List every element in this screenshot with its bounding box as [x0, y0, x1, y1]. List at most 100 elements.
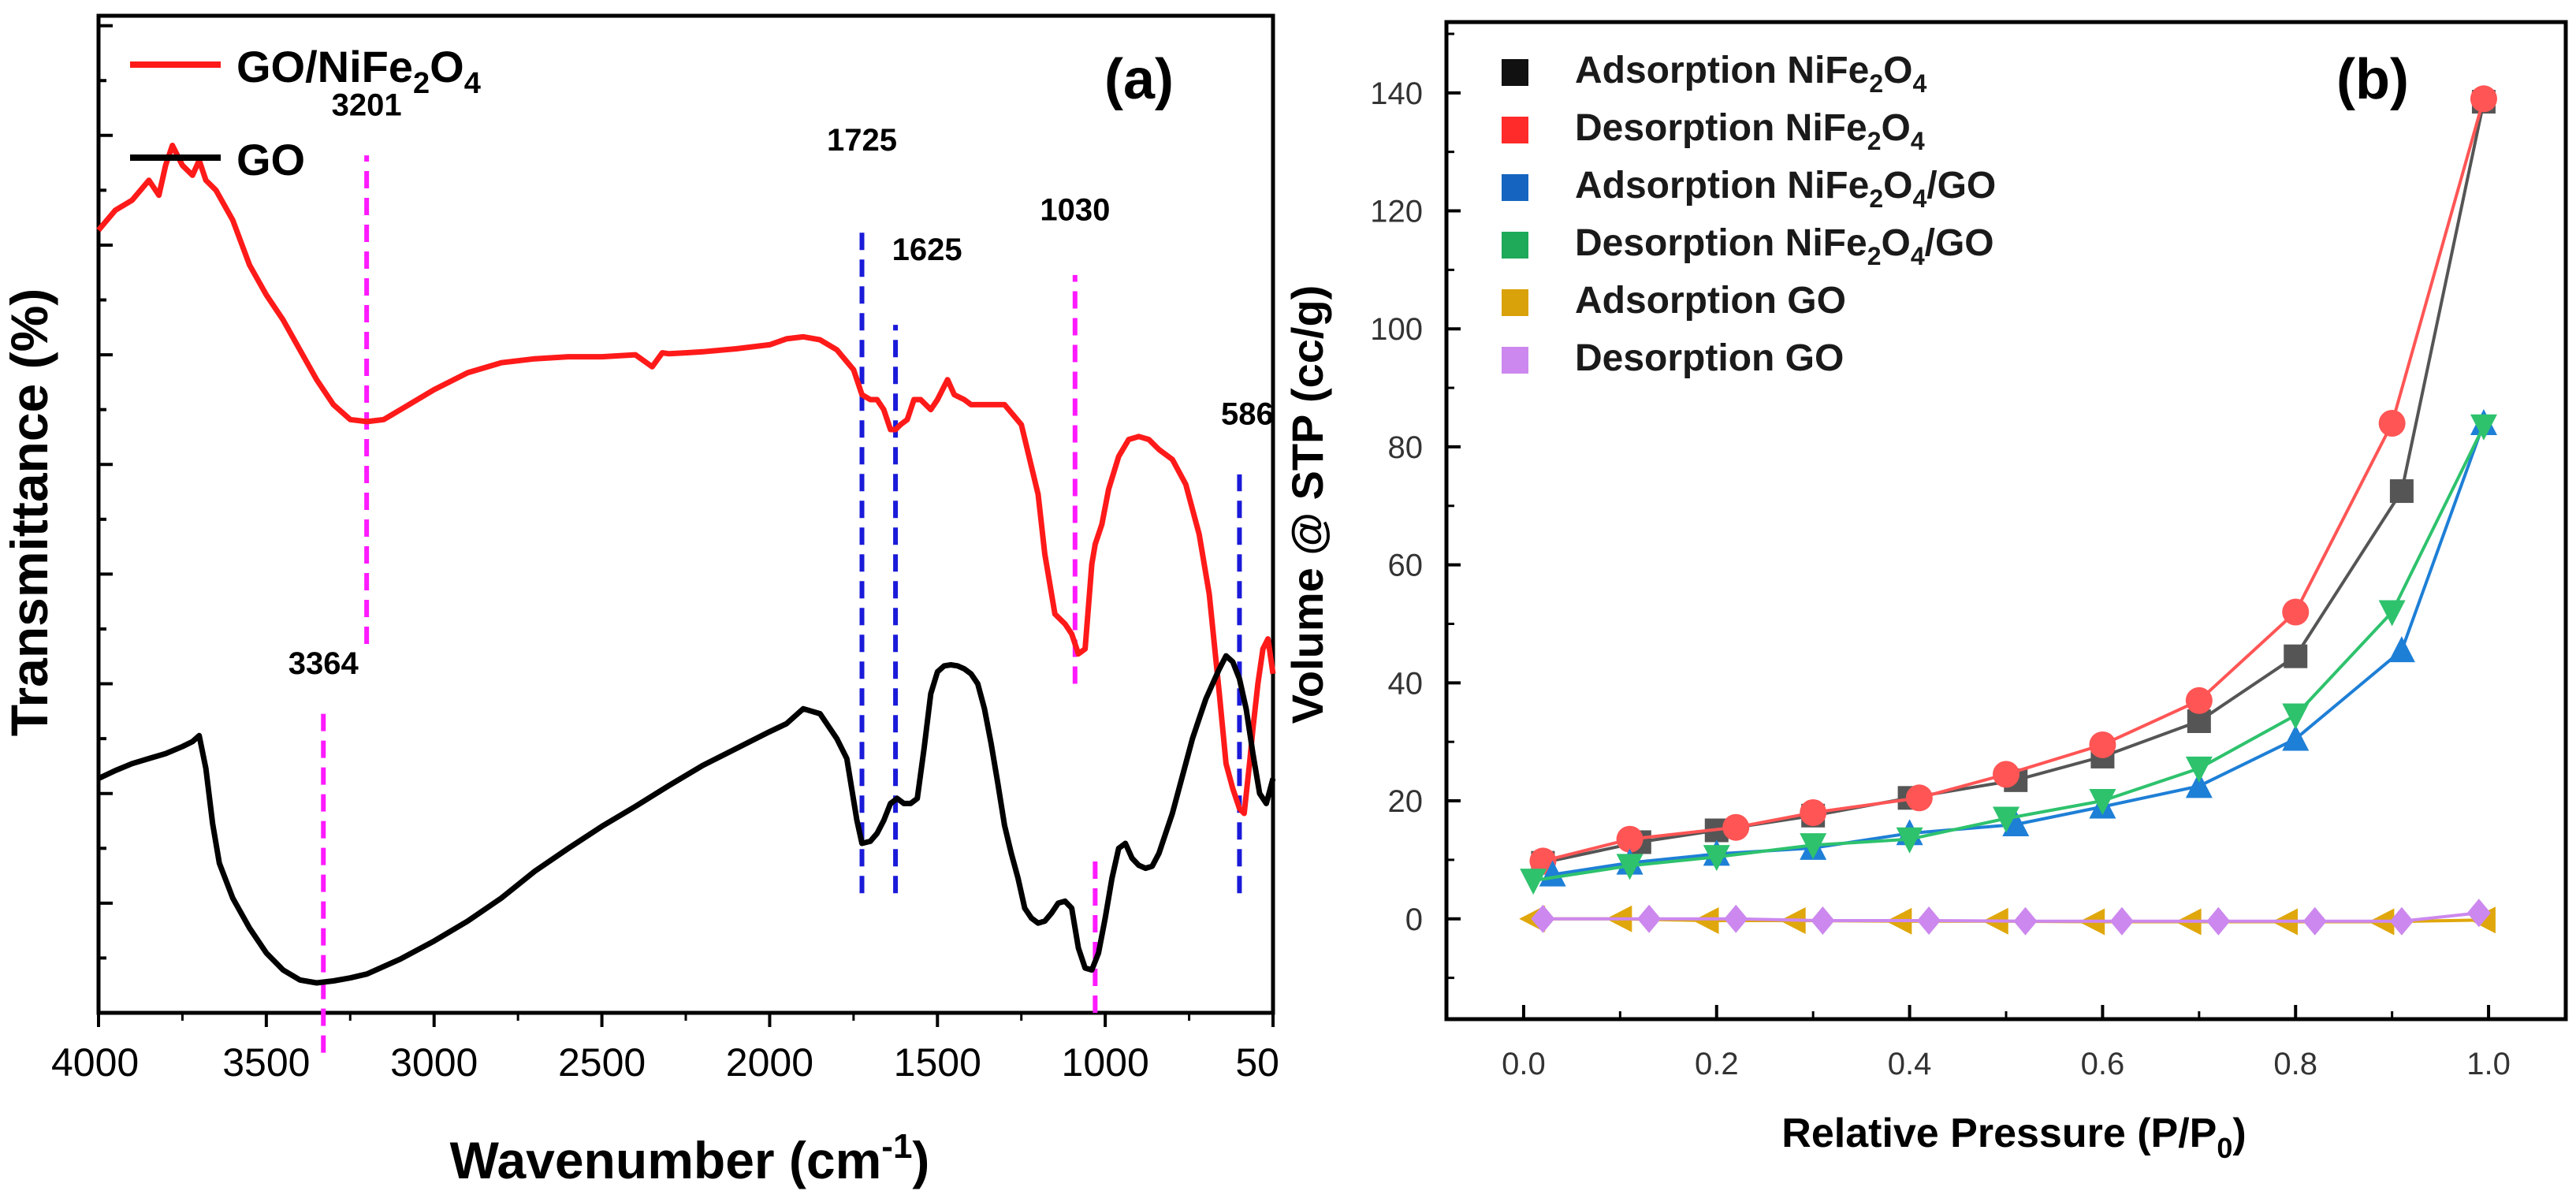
- data-point-desorption-nife2o4: [1616, 825, 1644, 853]
- data-point-desorption-go: [1531, 904, 1555, 933]
- series-line-go: [97, 653, 1276, 986]
- legend-swatch-adsorption-go: [1502, 289, 1528, 316]
- data-point-desorption-nife2o4: [2378, 409, 2406, 437]
- panel-b-series: [1519, 85, 2497, 936]
- peak-label-1030: 1030: [1040, 192, 1110, 227]
- legend-label-adsorption-go: Adsorption GO: [1575, 280, 1846, 322]
- data-point-desorption-nife2o4-go: [1703, 845, 1730, 872]
- legend-entry-adsorption-go: Adsorption GO: [1502, 280, 1846, 322]
- panel-b-y-axis-title: Volume @ STP (cc/g): [1282, 285, 1332, 724]
- panel-b-y-tick-label: 40: [1388, 666, 1424, 701]
- legend-label-go-nife2o4: GO/NiFe2O4: [236, 42, 481, 100]
- panel-b-legend: Adsorption NiFe2O4 Desorption NiFe2O4 Adso…: [1502, 50, 1996, 379]
- panel-b-x-tick-label: 0.4: [1888, 1047, 1932, 1081]
- data-point-desorption-nife2o4: [1993, 761, 2019, 788]
- panel-a-x-tick-label: 2500: [558, 1040, 646, 1085]
- panel-b-x-tick-label: 0.2: [1695, 1047, 1739, 1081]
- series-desorption-nife2o4: [1529, 85, 2497, 875]
- series-adsorption-nife2o4: [1531, 90, 2496, 875]
- peak-label-586: 586: [1221, 397, 1274, 432]
- legend-entry-desorption-nife2o4-go: Desorption NiFe2O4/GO: [1502, 222, 1994, 270]
- panel-b-x-tick-label: 0.8: [2273, 1047, 2317, 1081]
- peak-label-3364: 3364: [288, 646, 359, 681]
- legend-swatch-adsorption-nife2o4: [1502, 59, 1528, 86]
- panel-a-series: [96, 143, 1276, 986]
- data-point-desorption-nife2o4-go: [1896, 827, 1923, 854]
- data-point-desorption-nife2o4: [2185, 687, 2213, 714]
- data-point-desorption-nife2o4-go: [2282, 703, 2310, 730]
- panel-a-y-ticks: [99, 24, 113, 1014]
- panel-a-x-tick-label: 2000: [726, 1040, 813, 1085]
- series-line-adsorption-nife2o4: [1542, 101, 2485, 865]
- data-point-desorption-go: [2109, 906, 2134, 936]
- legend-swatch-desorption-nife2o4: [1502, 117, 1528, 143]
- panel-b-x-axis-title: Relative Pressure (P/P0): [1781, 1111, 2246, 1164]
- panel-a-legend: GO/NiFe2O4 GO: [130, 42, 481, 184]
- panel-a-label: (a): [1104, 48, 1174, 111]
- panel-b-y-tick-label: 140: [1370, 76, 1423, 111]
- data-point-desorption-nife2o4: [1722, 813, 1750, 841]
- legend-entry-go-nife2o4: GO/NiFe2O4: [130, 42, 481, 100]
- panel-b-y-tick-label: 0: [1405, 902, 1423, 937]
- data-point-desorption-nife2o4: [2089, 731, 2116, 758]
- data-point-desorption-go: [2389, 906, 2414, 936]
- legend-entry-adsorption-nife2o4: Adsorption NiFe2O4: [1502, 50, 1926, 98]
- legend-swatch-desorption-go: [1502, 347, 1528, 374]
- series-line-go-nife2o4: [96, 143, 1276, 817]
- data-point-desorption-nife2o4-go: [1993, 806, 2019, 833]
- legend-entry-adsorption-nife2o4-go: Adsorption NiFe2O4/GO: [1502, 165, 1996, 213]
- data-point-desorption-nife2o4-go: [1520, 869, 1547, 895]
- series-desorption-go: [1531, 899, 2491, 936]
- series-desorption-nife2o4-go: [1520, 414, 2497, 895]
- data-point-desorption-go: [1917, 906, 1941, 935]
- data-point-desorption-go: [2013, 906, 2038, 936]
- data-point-adsorption-nife2o4-go: [2002, 809, 2030, 836]
- panel-a-x-tick-label: 1500: [894, 1040, 981, 1085]
- panel-b-x-tick-label: 0.6: [2081, 1047, 2125, 1081]
- panel-a-ftir-chart: 3201 1725 1625 1030 586 3364 4000 3500 3000 2500…: [0, 13, 1279, 1189]
- data-point-desorption-go: [1811, 906, 1835, 935]
- data-point-desorption-go: [2206, 906, 2231, 936]
- data-point-desorption-go: [1724, 904, 1748, 933]
- data-point-desorption-go: [2302, 906, 2327, 936]
- data-point-adsorption-nife2o4: [2284, 644, 2308, 668]
- panel-b-ticks: 0 20 40 60 80 100 120 140 0.0 0.2 0.4 0.6 0.8 1.0: [1370, 32, 2511, 1081]
- data-point-adsorption-nife2o4-go: [2282, 724, 2310, 751]
- peak-label-3201: 3201: [332, 88, 402, 123]
- peak-label-1625: 1625: [892, 233, 962, 267]
- panel-a-x-tick-label: 50: [1235, 1040, 1279, 1085]
- legend-swatch-desorption-nife2o4-go: [1502, 232, 1528, 259]
- panel-a-peak-annotations: 3201 1725 1625 1030 586 3364: [288, 88, 1274, 1053]
- data-point-desorption-nife2o4: [2282, 598, 2310, 626]
- data-point-desorption-nife2o4-go: [2089, 789, 2116, 816]
- panel-a-x-tick-label: 1000: [1062, 1040, 1149, 1085]
- panel-a-x-ticks: 4000 3500 3000 2500 2000 1500 1000 50: [51, 1013, 1279, 1085]
- legend-label-desorption-go: Desorption GO: [1575, 337, 1844, 379]
- data-point-desorption-nife2o4: [1905, 784, 1933, 812]
- data-point-adsorption-nife2o4-go: [2388, 636, 2415, 663]
- panel-b-y-tick-label: 60: [1388, 549, 1424, 583]
- panel-b-x-tick-label: 0.0: [1502, 1047, 1546, 1081]
- panel-b-y-tick-label: 120: [1370, 195, 1423, 229]
- data-point-desorption-nife2o4-go: [2185, 756, 2213, 783]
- panel-b-x-tick-label: 1.0: [2466, 1047, 2511, 1081]
- legend-entry-desorption-nife2o4: Desorption NiFe2O4: [1502, 107, 1925, 155]
- panel-a-x-tick-label: 3000: [390, 1040, 478, 1085]
- peak-label-1725: 1725: [827, 123, 897, 158]
- series-line-desorption-go: [1543, 911, 2480, 923]
- data-point-adsorption-nife2o4-go: [2185, 772, 2213, 798]
- data-point-desorption-nife2o4-go: [1800, 833, 1827, 860]
- data-point-desorption-nife2o4-go: [2470, 414, 2497, 441]
- panel-b-y-tick-label: 80: [1388, 430, 1424, 465]
- panel-a-x-tick-label: 3500: [222, 1040, 310, 1085]
- legend-swatch-adsorption-nife2o4-go: [1502, 174, 1528, 201]
- legend-label-go: GO: [236, 135, 305, 184]
- panel-b-y-tick-label: 100: [1370, 312, 1423, 347]
- data-point-desorption-nife2o4: [1800, 799, 1827, 827]
- legend-label-desorption-nife2o4-go: Desorption NiFe2O4/GO: [1575, 222, 1994, 270]
- data-point-desorption-nife2o4-go: [2378, 600, 2406, 627]
- series-line-desorption-nife2o4: [1542, 98, 2485, 863]
- legend-label-adsorption-nife2o4: Adsorption NiFe2O4: [1575, 50, 1926, 98]
- data-point-desorption-nife2o4-go: [1616, 854, 1644, 880]
